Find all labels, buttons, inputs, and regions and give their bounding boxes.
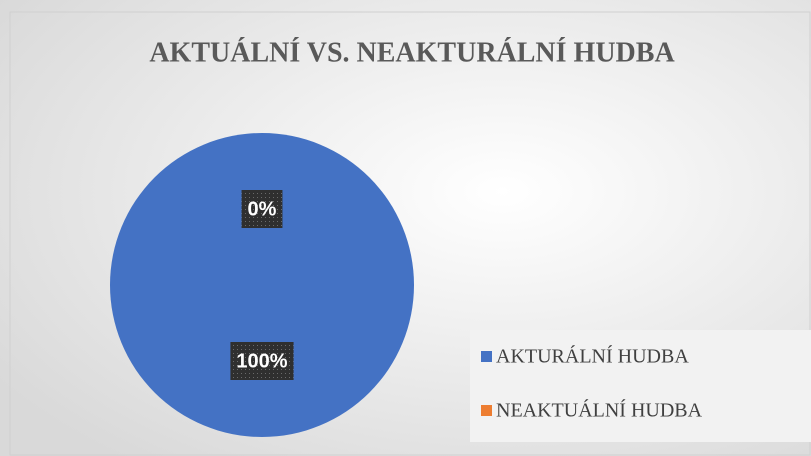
data-label-box: [241, 190, 283, 228]
legend-label: AKTURÁLNÍ HUDBA: [496, 345, 689, 368]
legend-label: NEAKTUÁLNÍ HUDBA: [496, 399, 703, 422]
chart-border: [9, 11, 811, 456]
legend-box: [470, 330, 811, 442]
legend-swatch: [481, 351, 492, 362]
data-label-box: [230, 342, 294, 380]
chart-title: AKTUÁLNÍ VS. NEAKTURÁLNÍ HUDBA: [149, 37, 675, 68]
legend-swatch: [481, 405, 492, 416]
data-label: 0%: [248, 198, 277, 220]
data-label: 100%: [236, 350, 287, 372]
pie-slice: [110, 133, 414, 437]
